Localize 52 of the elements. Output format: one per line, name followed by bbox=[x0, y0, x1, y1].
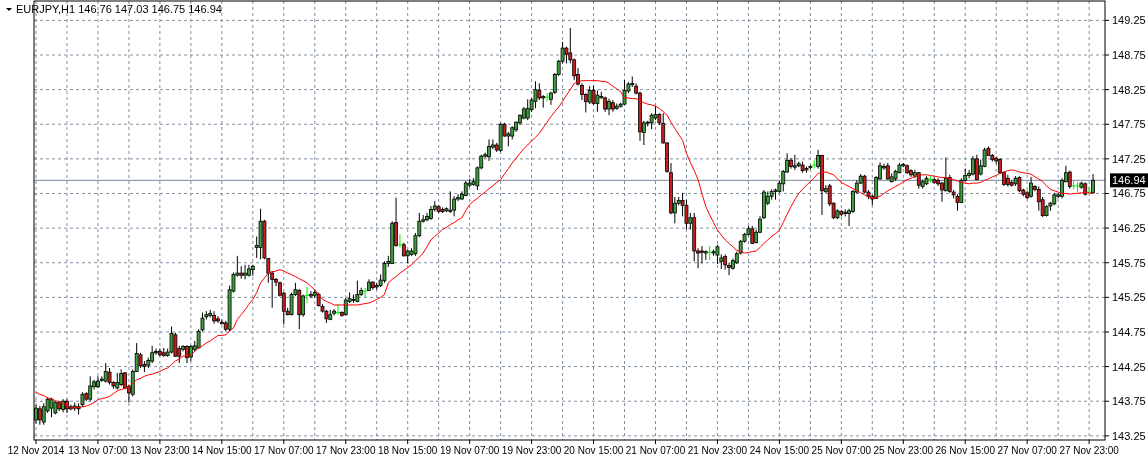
y-tick-label: 148.25 bbox=[1112, 83, 1146, 96]
x-tick-label: 25 Nov 07:00 bbox=[811, 445, 872, 456]
candlestick bbox=[487, 138, 491, 162]
y-tick-label: 145.25 bbox=[1112, 291, 1146, 304]
candlestick bbox=[947, 174, 952, 194]
candlestick bbox=[700, 245, 704, 264]
candlestick bbox=[41, 402, 46, 426]
x-tick-label: 19 Nov 07:00 bbox=[439, 445, 500, 456]
x-tick-label: 13 Nov 07:00 bbox=[68, 445, 129, 456]
x-tick-label: 27 Nov 23:00 bbox=[1059, 445, 1120, 456]
y-tick-label: 147.25 bbox=[1112, 152, 1146, 165]
x-tick-label: 17 Nov 23:00 bbox=[315, 445, 376, 456]
chart-title: EURJPY,H1 146.76 147.03 146.75 146.94 bbox=[16, 3, 222, 15]
candlestick bbox=[243, 264, 247, 280]
x-tick-label: 20 Nov 15:00 bbox=[563, 445, 624, 456]
y-tick-label: 143.75 bbox=[1112, 395, 1146, 408]
candlestick bbox=[1086, 186, 1092, 194]
x-tick-label: 12 Nov 2014 bbox=[7, 445, 65, 456]
candlestick bbox=[936, 177, 941, 187]
y-tick-label: 144.75 bbox=[1112, 325, 1146, 338]
ref-line-label: 146.94 bbox=[1112, 174, 1146, 187]
x-tick-label: 17 Nov 07:00 bbox=[254, 445, 314, 456]
candlestick bbox=[212, 310, 216, 325]
candlestick bbox=[544, 92, 550, 102]
x-tick-label: 25 Nov 23:00 bbox=[873, 445, 934, 456]
y-tick-label: 147.75 bbox=[1112, 118, 1146, 131]
x-tick-label: 13 Nov 23:00 bbox=[130, 445, 191, 456]
x-tick-label: 27 Nov 07:00 bbox=[997, 445, 1058, 456]
y-tick-label: 143.25 bbox=[1112, 429, 1146, 442]
candlestick bbox=[332, 308, 337, 316]
candlestick bbox=[37, 405, 42, 426]
x-tick-label: 21 Nov 23:00 bbox=[687, 445, 748, 456]
x-tick-label: 19 Nov 23:00 bbox=[501, 445, 562, 456]
y-tick-label: 149.25 bbox=[1112, 14, 1146, 27]
candlestick bbox=[448, 190, 453, 214]
candlestick bbox=[943, 156, 948, 192]
y-tick-label: 146.75 bbox=[1112, 187, 1146, 200]
x-tick-label: 18 Nov 15:00 bbox=[377, 445, 438, 456]
candlestick bbox=[309, 290, 313, 299]
candlestick bbox=[452, 195, 457, 217]
x-tick-label: 24 Nov 15:00 bbox=[749, 445, 810, 456]
candlestick bbox=[382, 260, 387, 284]
y-tick-label: 148.75 bbox=[1112, 49, 1146, 62]
candlestick bbox=[1029, 176, 1033, 199]
x-tick-label: 21 Nov 07:00 bbox=[625, 445, 686, 456]
candlestick bbox=[169, 325, 174, 354]
y-tick-label: 144.25 bbox=[1112, 360, 1146, 373]
candlestick bbox=[397, 233, 403, 248]
y-tick-label: 146.25 bbox=[1112, 222, 1146, 235]
x-tick-label: 14 Nov 15:00 bbox=[192, 445, 253, 456]
y-tick-label: 145.75 bbox=[1112, 256, 1146, 269]
x-tick-label: 26 Nov 15:00 bbox=[935, 445, 996, 456]
